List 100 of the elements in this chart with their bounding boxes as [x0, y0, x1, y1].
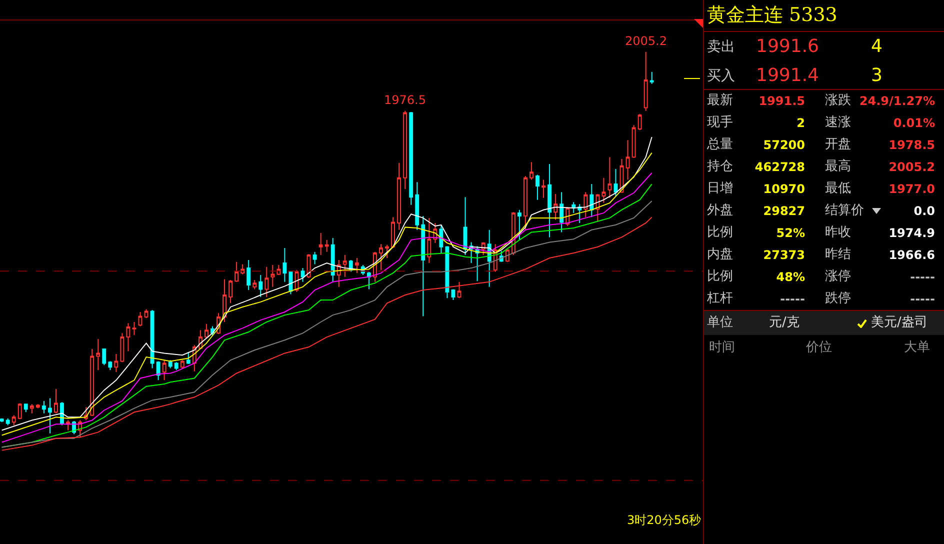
candlestick — [54, 388, 58, 414]
candlestick — [385, 244, 389, 259]
text: 27373 — [763, 248, 805, 262]
candlestick — [30, 404, 34, 414]
candlestick — [632, 124, 636, 158]
candlestick — [288, 270, 293, 295]
text: 涨停 — [825, 269, 851, 284]
candlestick — [330, 237, 335, 282]
candlestick — [354, 258, 359, 274]
candlestick — [258, 274, 263, 298]
candlestick — [162, 360, 166, 381]
text: 黄金主连 5333 — [707, 4, 838, 26]
candlestick — [174, 362, 178, 371]
candlestick — [626, 140, 630, 180]
candlestick — [132, 322, 136, 336]
candlestick — [96, 338, 100, 371]
candlestick — [66, 420, 70, 431]
candlestick — [204, 323, 208, 339]
candlestick — [451, 288, 456, 301]
candlestick — [228, 279, 232, 304]
candlestick — [584, 192, 588, 218]
candlestick — [126, 322, 130, 352]
text: ----- — [910, 270, 935, 284]
annotation: 1976.5 — [384, 93, 426, 107]
candlestick — [614, 168, 618, 196]
text: 涨跌 — [825, 93, 851, 108]
text: 总量 — [707, 137, 733, 152]
text: 杠杆 — [707, 291, 733, 306]
candlestick — [138, 311, 142, 327]
candlestick — [548, 164, 552, 238]
candlestick — [529, 162, 534, 180]
candlestick — [108, 360, 112, 371]
text: 大单 — [904, 340, 930, 355]
candlestick — [318, 232, 323, 256]
text: 52% — [776, 226, 805, 240]
candlestick — [270, 264, 275, 288]
candlestick — [246, 259, 251, 291]
text: 速涨 — [825, 115, 851, 130]
candlestick — [168, 360, 172, 369]
text: 3 — [871, 65, 882, 86]
candlestick — [24, 404, 28, 413]
candlestick — [90, 348, 94, 417]
text: 4 — [871, 36, 882, 57]
text: 最低 — [825, 181, 851, 196]
candlestick — [234, 261, 239, 282]
text: 2005.2 — [888, 160, 935, 174]
candlestick — [114, 353, 118, 373]
candlestick — [12, 414, 16, 426]
candlestick — [186, 352, 190, 364]
candlestick — [415, 182, 420, 230]
candlestick — [427, 217, 432, 264]
candlestick — [240, 264, 245, 275]
text: 0.0 — [914, 204, 935, 218]
candlestick — [463, 196, 468, 256]
text: 10970 — [763, 182, 805, 196]
candlestick — [342, 254, 347, 278]
candlestick — [180, 360, 184, 370]
candlestick — [36, 404, 40, 409]
candlestick — [439, 224, 444, 254]
text: 内盘 — [707, 247, 733, 262]
text: 价位 — [806, 340, 832, 355]
candlestick — [542, 179, 546, 198]
candlestick — [644, 51, 648, 112]
text: 0.01% — [893, 116, 935, 130]
candlestick — [264, 266, 269, 298]
text: 时间 — [709, 340, 735, 355]
candlestick — [650, 71, 654, 84]
candlestick — [312, 251, 317, 265]
candlestick — [222, 278, 226, 322]
text: 比例 — [707, 225, 733, 240]
candlestick — [156, 360, 160, 381]
text: 昨收 — [825, 225, 851, 240]
text: ----- — [780, 292, 805, 306]
candlestick — [523, 175, 528, 230]
text: 1977.0 — [888, 182, 935, 196]
text: 3时20分56秒 — [627, 513, 702, 527]
text: 开盘 — [825, 137, 851, 152]
annotation: 2005.2 — [625, 34, 667, 48]
text: 24.9/1.27% — [859, 94, 935, 108]
candlestick — [554, 194, 558, 220]
text: ----- — [910, 292, 935, 306]
candlestick — [276, 264, 281, 276]
candlestick — [150, 310, 154, 369]
text: 结算价 — [825, 203, 864, 218]
text: 最高 — [825, 159, 851, 174]
candlestick — [560, 192, 564, 233]
candlestick — [120, 332, 124, 363]
text: 48% — [776, 270, 805, 284]
candlestick — [144, 308, 148, 319]
text: 元/克 — [769, 315, 800, 330]
candlestick — [403, 110, 408, 190]
text: 单位 — [707, 315, 733, 330]
candlestick — [252, 279, 257, 290]
text: 现手 — [707, 115, 733, 130]
candlestick — [366, 271, 371, 290]
text: 2 — [796, 116, 805, 130]
text: 买入 — [707, 68, 735, 84]
text: 跌停 — [825, 291, 851, 306]
candlestick — [638, 113, 642, 131]
text: 日增 — [707, 181, 733, 196]
